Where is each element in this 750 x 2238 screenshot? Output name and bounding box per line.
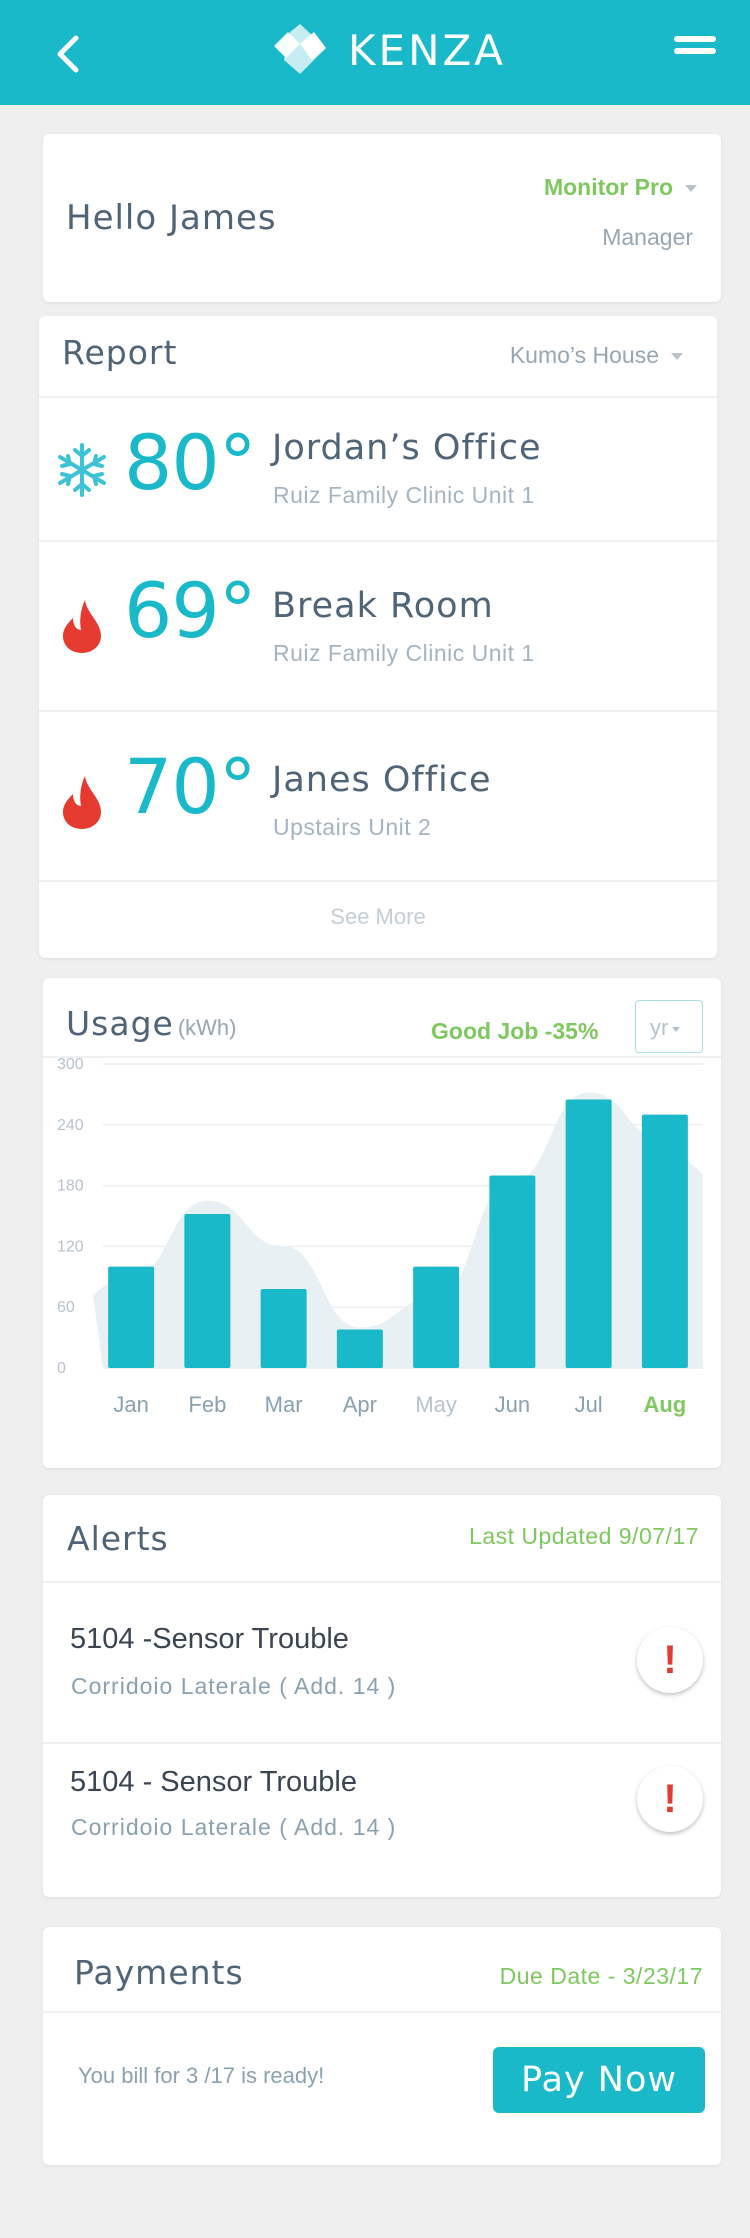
payments-card: Payments Due Date - 3/23/17 You bill for…: [43, 1927, 721, 2165]
greeting-text: Hello James: [66, 198, 277, 238]
chevron-left-icon: [57, 35, 79, 73]
see-more-link[interactable]: See More: [330, 904, 426, 929]
divider: [39, 880, 717, 882]
caret-down-icon: [672, 1026, 681, 1032]
chart-bar: [184, 1213, 231, 1368]
zone-row[interactable]: 69° Break Room Ruiz Family Clinic Unit 1: [39, 542, 717, 710]
chart-bar: [489, 1175, 536, 1368]
flame-drop-icon: [63, 600, 101, 653]
period-label: yr: [650, 1015, 669, 1040]
divider: [39, 710, 717, 712]
alert-exclamation-icon[interactable]: !: [637, 1766, 703, 1832]
period-selector[interactable]: yr: [635, 1000, 703, 1053]
zone-name: Jordan’s Office: [272, 428, 542, 468]
pay-now-button[interactable]: Pay Now: [493, 2047, 705, 2113]
chart-trend-area: [93, 1092, 703, 1368]
zone-unit: Upstairs Unit 2: [273, 814, 432, 840]
zone-temperature: 80°: [124, 418, 257, 507]
location-label: Kumo’s House: [509, 342, 659, 368]
chart-y-tick-label: 300: [57, 1056, 84, 1073]
back-button[interactable]: [50, 32, 90, 76]
kenza-logo-icon: [274, 24, 326, 74]
divider: [43, 2011, 721, 2013]
usage-card: Usage (kWh) Good Job -35% yr 0 60 120 180 240…: [43, 978, 721, 1468]
chart-x-tick-label: May: [415, 1392, 457, 1417]
usage-title-label: Usage: [66, 1004, 174, 1043]
chart-x-tick-label: Aug: [643, 1392, 686, 1417]
divider: [43, 1056, 721, 1058]
hamburger-menu-icon: [674, 36, 716, 54]
usage-title: Usage (kWh): [66, 1004, 236, 1043]
chart-x-tick-label: Mar: [265, 1392, 303, 1417]
alerts-card: Alerts Last Updated 9/07/17 5104 -Sensor…: [43, 1495, 721, 1897]
usage-status: Good Job -35%: [431, 1018, 599, 1044]
payments-title: Payments: [74, 1953, 244, 1992]
zone-row[interactable]: 70° Janes Office Upstairs Unit 2: [39, 712, 717, 878]
chart-x-tick-label: Feb: [188, 1392, 226, 1417]
top-navigation-bar: KENZA: [0, 0, 750, 105]
report-title: Report: [62, 333, 178, 372]
chart-x-tick-label: Jun: [495, 1392, 530, 1417]
divider: [43, 1742, 721, 1744]
chart-bar: [565, 1099, 612, 1368]
chart-x-tick-label: Jul: [575, 1392, 603, 1417]
chart-y-tick-label: 240: [57, 1117, 84, 1134]
brand-name: KENZA: [348, 25, 507, 75]
flame-drop-icon: [63, 776, 101, 829]
due-date: Due Date - 3/23/17: [499, 1963, 703, 1989]
caret-down-icon: [685, 185, 697, 193]
location-selector[interactable]: Kumo’s House: [510, 342, 683, 369]
zone-name: Break Room: [272, 586, 494, 626]
zone-unit: Ruiz Family Clinic Unit 1: [273, 482, 535, 508]
last-updated: Last Updated 9/07/17: [469, 1523, 699, 1549]
plan-selector[interactable]: Monitor Pro: [544, 174, 697, 201]
zone-name: Janes Office: [272, 760, 492, 800]
zone-temperature: 70°: [124, 742, 257, 831]
chart-bar: [641, 1114, 688, 1368]
divider: [39, 396, 717, 398]
chart-x-tick-label: Jan: [113, 1392, 148, 1417]
chart-bar: [260, 1288, 307, 1368]
zone-unit: Ruiz Family Clinic Unit 1: [273, 640, 535, 666]
usage-unit: (kWh): [177, 1015, 237, 1040]
menu-button[interactable]: [674, 36, 716, 66]
divider: [43, 1581, 721, 1583]
divider: [39, 540, 717, 542]
chart-y-tick-label: 60: [57, 1299, 75, 1316]
report-card: Report Kumo’s House 80° Jordan’s Office …: [39, 316, 717, 958]
alert-location: Corridoio Laterale ( Add. 14 ): [71, 1673, 397, 1699]
plan-label: Monitor Pro: [543, 174, 673, 200]
chart-y-tick-label: 0: [57, 1360, 66, 1377]
caret-down-icon: [671, 353, 683, 361]
alert-exclamation-icon[interactable]: !: [637, 1627, 703, 1693]
chart-bar: [108, 1266, 155, 1368]
chart-x-tick-label: Apr: [343, 1392, 377, 1417]
alert-item[interactable]: 5104 -Sensor Trouble Corridoio Laterale …: [43, 1583, 721, 1735]
zone-temperature: 69°: [124, 566, 257, 655]
app-logo: KENZA: [270, 22, 506, 78]
alert-location: Corridoio Laterale ( Add. 14 ): [71, 1814, 397, 1840]
usage-chart: 0 60 120 180 240 300 Jan Feb Mar Apr May Jun Jul Aug: [57, 1056, 703, 1417]
alert-title: 5104 -Sensor Trouble: [70, 1623, 349, 1655]
alerts-title: Alerts: [67, 1519, 169, 1558]
alert-title: 5104 - Sensor Trouble: [70, 1766, 357, 1798]
chart-bar: [336, 1329, 383, 1368]
chart-bar: [413, 1266, 460, 1368]
zone-row[interactable]: 80° Jordan’s Office Ruiz Family Clinic U…: [39, 398, 717, 540]
snowflake-icon: [58, 443, 106, 497]
bill-message: You bill for 3 /17 is ready!: [78, 2063, 325, 2088]
user-role: Manager: [602, 224, 693, 250]
alert-item[interactable]: 5104 - Sensor Trouble Corridoio Laterale…: [43, 1744, 721, 1884]
greeting-card: Hello James Monitor Pro Manager: [43, 134, 721, 302]
chart-y-tick-label: 180: [57, 1178, 84, 1195]
chart-y-tick-label: 120: [57, 1238, 84, 1255]
